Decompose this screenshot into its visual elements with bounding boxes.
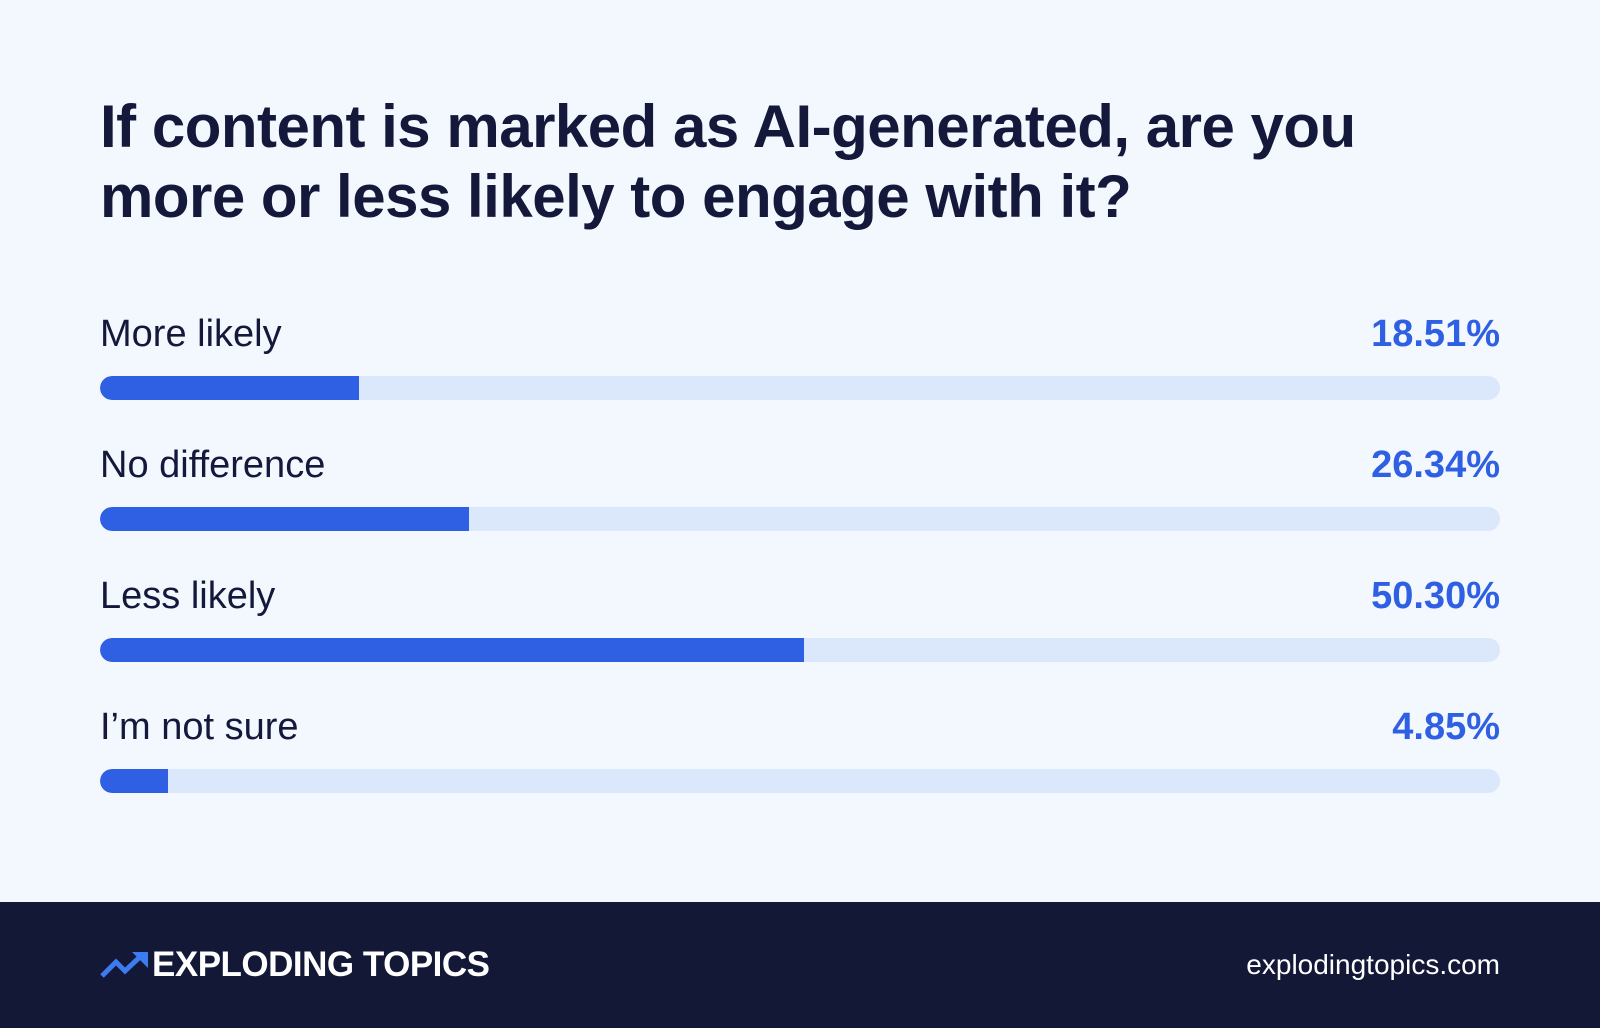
- brand-logo[interactable]: EXPLODING TOPICS: [100, 944, 490, 986]
- chart-title: If content is marked as AI-generated, ar…: [100, 93, 1356, 230]
- bar-value-label: 50.30%: [1371, 575, 1500, 617]
- bar-row-less-likely: Less likely 50.30%: [100, 574, 1500, 664]
- bar-track: [100, 376, 1500, 400]
- bar-value-label: 26.34%: [1371, 444, 1500, 486]
- bar-fill: [100, 507, 469, 531]
- brand-name: EXPLODING TOPICS: [152, 945, 490, 984]
- bar-track: [100, 638, 1500, 662]
- bar-fill: [100, 638, 805, 662]
- website-link[interactable]: explodingtopics.com: [1246, 949, 1500, 980]
- bar-label: More likely: [100, 313, 282, 355]
- bar-value-label: 4.85%: [1392, 706, 1500, 748]
- bar-fill: [100, 769, 168, 793]
- bar-track: [100, 507, 1500, 531]
- bar-row-more-likely: More likely 18.51%: [100, 312, 1500, 402]
- bar-track: [100, 769, 1500, 793]
- footer: EXPLODING TOPICS explodingtopics.com: [0, 902, 1600, 1028]
- bar-label: I’m not sure: [100, 706, 299, 748]
- bar-fill: [100, 376, 360, 400]
- bar-row-not-sure: I’m not sure 4.85%: [100, 705, 1500, 795]
- bar-row-no-difference: No difference 26.34%: [100, 443, 1500, 533]
- bar-label: Less likely: [100, 575, 276, 617]
- bar-label: No difference: [100, 444, 326, 486]
- trending-up-arrow-icon: [100, 952, 148, 978]
- bar-value-label: 18.51%: [1371, 313, 1500, 355]
